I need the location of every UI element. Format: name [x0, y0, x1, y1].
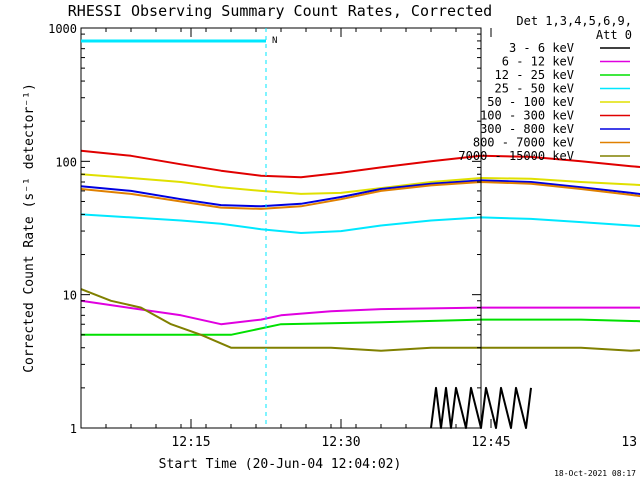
- legend-header: Det 1,3,4,5,6,9, Att 0: [516, 14, 632, 42]
- legend-label: 300 - 800 keV: [480, 122, 574, 136]
- y-axis-label: Corrected Count Rate (s⁻¹ detector⁻¹): [22, 83, 37, 373]
- y-tick-label: 1000: [48, 22, 77, 36]
- plot-area: [80, 149, 640, 429]
- x-tick-label: 12:30: [321, 435, 360, 450]
- x-tick-label: 12:45: [471, 435, 510, 450]
- legend-label: 7000 - 15000 keV: [458, 149, 574, 163]
- legend-label: 800 - 7000 keV: [473, 136, 574, 150]
- series-line-2: [81, 318, 640, 336]
- series-line-4: [80, 173, 640, 195]
- y-tick-label: 100: [55, 155, 77, 169]
- y-tick-label: 1: [70, 422, 77, 436]
- y-tick-label: 10: [63, 289, 77, 303]
- series-line-0: [430, 386, 532, 429]
- legend-label: 3 - 6 keV: [509, 41, 574, 55]
- x-tick-label: 13:00: [621, 435, 640, 450]
- plot-frame: [80, 27, 482, 429]
- series-line-6: [80, 179, 640, 208]
- legend-label: 25 - 50 keV: [495, 82, 574, 96]
- footer-timestamp: 18-Oct-2021 08:17: [554, 469, 636, 478]
- series-line-7: [80, 181, 640, 210]
- x-axis-label: Start Time (20-Jun-04 12:04:02): [159, 457, 402, 472]
- series-line-1: [80, 299, 640, 326]
- x-tick-label: 12:15: [171, 435, 210, 450]
- series-line-3: [80, 213, 640, 234]
- legend-header-line-1: Det 1,3,4,5,6,9,: [516, 14, 632, 28]
- legend-label: 100 - 300 keV: [480, 109, 574, 123]
- legend-label: 50 - 100 keV: [487, 95, 574, 109]
- night-label: N: [272, 36, 277, 46]
- legend-header-line-2: Att 0: [596, 28, 632, 42]
- legend-label: 12 - 25 keV: [495, 68, 574, 82]
- legend-label: 6 - 12 keV: [502, 55, 574, 69]
- chart-title: RHESSI Observing Summary Count Rates, Co…: [68, 2, 492, 20]
- series-line-8: [80, 288, 640, 352]
- series-line-5: [80, 149, 640, 179]
